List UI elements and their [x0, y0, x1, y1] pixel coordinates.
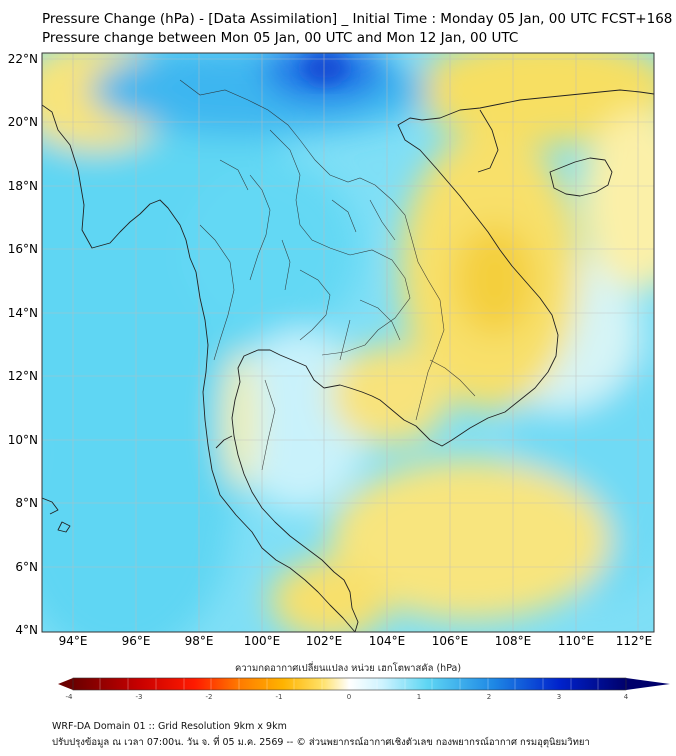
colorbar	[58, 677, 670, 691]
colorbar-tick: 1	[416, 693, 422, 701]
footer-credit: ปรับปรุงข้อมูล ณ เวลา 07:00น. วัน จ. ที่…	[52, 737, 590, 748]
lon-label: 106°E	[431, 634, 469, 648]
map-subtitle: Pressure change between Mon 05 Jan, 00 U…	[42, 30, 519, 46]
colorbar-tick: 3	[556, 693, 562, 701]
colorbar-tick: 0	[346, 693, 352, 701]
max-core	[303, 53, 347, 84]
lon-label: 104°E	[368, 634, 406, 648]
lat-label: 4°N	[15, 623, 38, 637]
lon-label: 98°E	[184, 634, 214, 648]
lon-label: 94°E	[58, 634, 88, 648]
colorbar-right-extend	[626, 678, 670, 690]
lat-label: 22°N	[7, 52, 38, 66]
colorbar-tick: -2	[205, 693, 213, 701]
coastlines	[42, 89, 654, 632]
lon-label: 108°E	[494, 634, 532, 648]
lat-label: 12°N	[7, 369, 38, 383]
lat-label: 10°N	[7, 433, 38, 447]
lat-label: 18°N	[7, 179, 38, 193]
boundaries	[179, 79, 476, 471]
lon-label: 110°E	[557, 634, 595, 648]
colorbar-left-extend	[58, 678, 73, 690]
colorbar-tick: 2	[486, 693, 492, 701]
lat-label: 6°N	[15, 560, 38, 574]
lat-label: 16°N	[7, 242, 38, 256]
lon-label: 112°E	[615, 634, 653, 648]
lat-label: 8°N	[15, 496, 38, 510]
graticule	[42, 53, 654, 632]
lon-label: 100°E	[243, 634, 281, 648]
colorbar-tick: -1	[275, 693, 283, 701]
lat-label: 14°N	[7, 306, 38, 320]
lon-label: 96°E	[121, 634, 151, 648]
pressure-field-shading	[42, 53, 654, 632]
footer-model-info: WRF-DA Domain 01 :: Grid Resolution 9km …	[52, 721, 287, 732]
colorbar-title: ความกดอากาศเปลี่ยนแปลง หน่วย เฮกโตพาสคัล…	[234, 663, 462, 674]
map-title: Pressure Change (hPa) - [Data Assimilati…	[42, 11, 673, 27]
colorbar-tick: -3	[135, 693, 143, 701]
map-frame	[41, 52, 655, 633]
colorbar-tick: -4	[65, 693, 73, 701]
lat-label: 20°N	[7, 115, 38, 129]
colorbar-tick: 4	[623, 693, 629, 701]
lon-label: 102°E	[305, 634, 343, 648]
